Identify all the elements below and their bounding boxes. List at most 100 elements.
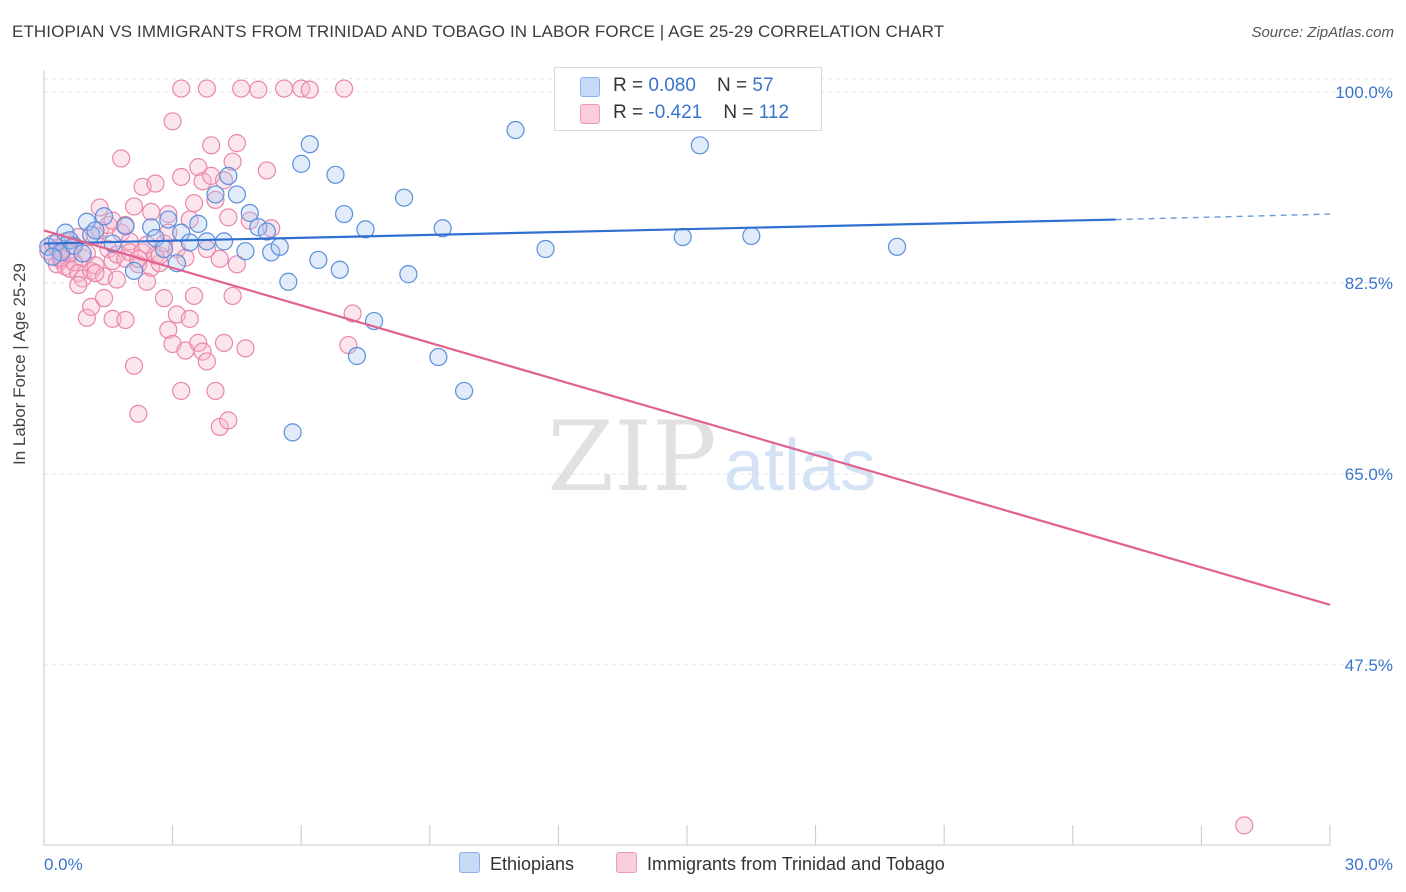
trinidad-point <box>154 289 174 308</box>
ethiopian-point <box>94 207 114 226</box>
trend-lines <box>43 213 1331 606</box>
trinidad-point <box>193 342 212 361</box>
ethiopian-point <box>673 227 692 247</box>
ethiopian-point <box>330 260 349 279</box>
trinidad-point <box>189 333 208 352</box>
ethiopian-point <box>154 239 174 259</box>
legend-r-label: R = <box>613 102 649 123</box>
trinidad-point <box>210 249 229 268</box>
ethiopian-trend-line <box>43 218 1116 245</box>
ethiopian-point <box>103 234 122 253</box>
legend-row-trinidad: R = -0.421 N = 112 <box>555 100 821 126</box>
trinidad-point <box>90 198 109 217</box>
ethiopian-point <box>270 237 289 256</box>
trinidad-point <box>129 404 148 423</box>
y-tick-label: 82.5% <box>1345 274 1393 293</box>
trinidad-point <box>184 286 204 306</box>
legend-text-ethiopians: R = 0.080 N = 57 <box>613 75 774 97</box>
ethiopian-point <box>73 244 92 263</box>
ethiopian-point <box>300 135 319 154</box>
legend-text-trinidad: R = -0.421 N = 112 <box>613 102 789 124</box>
ethiopian-point <box>536 239 555 259</box>
ethiopian-point <box>429 347 448 367</box>
ethiopian-point <box>506 120 525 140</box>
trinidad-trend-line <box>43 229 1331 606</box>
trinidad-point <box>223 152 242 171</box>
legend-n-label: N = <box>723 102 759 123</box>
trinidad-point <box>69 275 88 295</box>
legend-item-ethiopians: Ethiopians <box>459 852 574 875</box>
trinidad-point <box>124 197 144 216</box>
chart-source: Source: ZipAtlas.com <box>1251 24 1394 41</box>
trinidad-point <box>172 381 191 401</box>
ethiopian-point <box>43 247 62 266</box>
trinidad-point <box>82 297 101 316</box>
trinidad-point <box>227 255 246 274</box>
chart-title: ETHIOPIAN VS IMMIGRANTS FROM TRINIDAD AN… <box>12 22 945 41</box>
zipatlas-watermark: ZIP atlas <box>547 401 876 513</box>
trinidad-point <box>172 167 191 187</box>
trinidad-point <box>1235 816 1254 835</box>
ethiopian-trend-extension <box>1115 213 1331 221</box>
ethiopian-point <box>279 272 298 291</box>
y-tick-label: 100.0% <box>1335 83 1393 102</box>
legend-label-trinidad: Immigrants from Trinidad and Tobago <box>647 854 945 874</box>
ethiopian-point <box>159 210 178 229</box>
ethiopian-point <box>180 233 199 252</box>
ethiopian-point <box>86 221 105 240</box>
axes <box>43 70 1331 846</box>
ethiopian-point <box>283 423 302 442</box>
ethiopian-point <box>454 381 474 401</box>
trinidad-point <box>142 202 161 222</box>
ethiopian-point <box>433 219 452 238</box>
legend-n-label: N = <box>717 75 753 96</box>
trinidad-point <box>189 158 208 177</box>
watermark-zip: ZIP <box>547 401 716 513</box>
y-tick-label: 65.0% <box>1345 465 1393 484</box>
trinidad-point <box>300 80 319 99</box>
legend-r-label: R = <box>613 75 649 96</box>
y-tick-labels: 100.0% 82.5% 65.0% 47.5% <box>1335 83 1393 675</box>
trinidad-point <box>159 320 178 339</box>
ethiopian-point <box>394 188 414 207</box>
ethiopian-point <box>887 237 907 256</box>
trinidad-point <box>274 79 294 98</box>
ethiopian-point <box>197 232 216 251</box>
ethiopian-point <box>236 242 255 261</box>
trinidad-point <box>206 190 225 209</box>
ethiopian-point <box>309 250 328 270</box>
trinidad-point <box>86 263 105 283</box>
ethiopian-point <box>124 261 144 280</box>
legend-row-ethiopians: R = 0.080 N = 57 <box>555 73 821 99</box>
legend-r-value: -0.421 <box>648 102 703 123</box>
ethiopian-point <box>206 185 225 204</box>
trinidad-point <box>116 310 135 330</box>
trinidad-point <box>77 308 96 327</box>
trinidad-point <box>227 134 246 153</box>
trinidad-point <box>206 381 225 401</box>
trinidad-point <box>202 136 221 155</box>
trinidad-point <box>146 174 165 193</box>
legend-swatch-pink <box>616 852 637 873</box>
trinidad-point <box>159 204 178 224</box>
trinidad-points <box>39 79 1254 835</box>
x-tick-labels: 0.0% 30.0% <box>44 855 1393 874</box>
trinidad-point <box>94 289 114 308</box>
x-tick-label-max: 30.0% <box>1345 855 1393 874</box>
ethiopian-point <box>690 136 709 155</box>
grid-lines <box>44 78 1392 666</box>
legend-item-trinidad: Immigrants from Trinidad and Tobago <box>616 852 945 875</box>
trinidad-point <box>232 79 251 98</box>
trinidad-point <box>197 352 216 371</box>
ethiopian-point <box>356 220 375 239</box>
trinidad-point <box>214 333 234 352</box>
trinidad-point <box>184 194 204 213</box>
legend-n-value: 57 <box>752 75 774 96</box>
trinidad-point <box>124 356 144 375</box>
legend-r-value: 0.080 <box>648 75 696 96</box>
trinidad-point <box>334 79 354 98</box>
trinidad-point <box>223 286 242 306</box>
series-legend: Ethiopians Immigrants from Trinidad and … <box>0 852 1406 878</box>
ethiopian-point <box>347 346 367 366</box>
